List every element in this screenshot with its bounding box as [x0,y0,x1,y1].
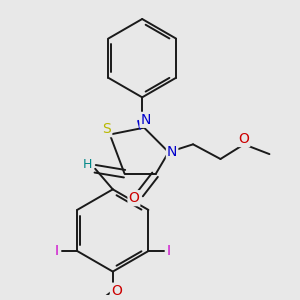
Text: N: N [167,145,177,159]
Text: H: H [83,158,92,171]
Text: I: I [167,244,171,258]
Text: N: N [140,113,151,127]
Text: S: S [103,122,111,136]
Text: O: O [238,132,249,146]
Text: O: O [128,191,140,205]
Text: O: O [111,284,122,298]
Text: I: I [55,244,59,258]
